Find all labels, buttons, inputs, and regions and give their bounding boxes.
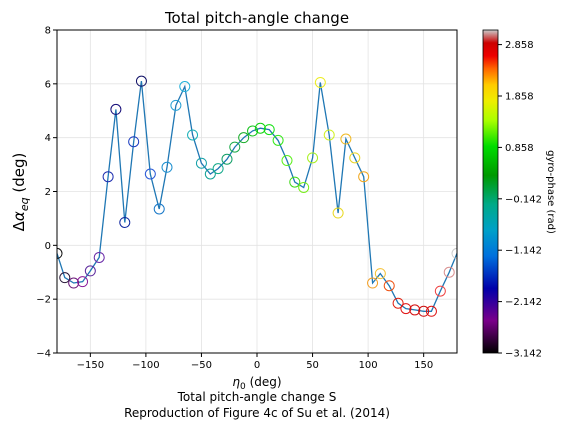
caption-line-2: Reproduction of Figure 4c of Su et al. (…: [124, 406, 390, 420]
y-tick-label: 4: [45, 133, 51, 144]
colorbar: [483, 30, 498, 353]
colorbar-ticks: 2.858 1.858 0.858 −0.142 −1.142 −2.142 −3.142: [498, 40, 542, 359]
y-tick-label: 2: [45, 187, 51, 198]
y-ticks: −4 −2 0 2 4 6 8: [36, 26, 57, 360]
y-tick-label: 8: [45, 26, 51, 37]
colorbar-tick-label: 2.858: [505, 40, 534, 51]
x-tick-label: 0: [254, 360, 260, 371]
chart-title: Total pitch-angle change: [164, 9, 349, 27]
x-tick-label: −150: [77, 360, 104, 371]
x-tick-label: 50: [306, 360, 319, 371]
y-tick-label: −2: [36, 295, 51, 306]
y-tick-label: −4: [36, 349, 51, 360]
x-tick-label: 100: [359, 360, 378, 371]
x-tick-label: −50: [191, 360, 212, 371]
colorbar-tick-label: −1.142: [505, 246, 542, 257]
colorbar-tick-label: −2.142: [505, 297, 542, 308]
x-tick-label: −100: [132, 360, 159, 371]
caption-line-1: Total pitch-angle change S: [177, 390, 337, 404]
colorbar-tick-label: −3.142: [505, 349, 542, 360]
colorbar-tick-label: 0.858: [505, 143, 534, 154]
colorbar-tick-label: −0.142: [505, 194, 542, 205]
grid: [57, 30, 457, 353]
colorbar-tick-label: 1.858: [505, 91, 534, 102]
y-axis-label: Δαeq (deg): [10, 153, 31, 232]
x-tick-label: 150: [414, 360, 433, 371]
colorbar-label: gyro-phase (rad): [545, 150, 556, 234]
y-tick-label: 0: [45, 241, 51, 252]
x-ticks: −150 −100 −50 0 50 100 150: [77, 353, 434, 371]
y-tick-label: 6: [45, 79, 51, 90]
